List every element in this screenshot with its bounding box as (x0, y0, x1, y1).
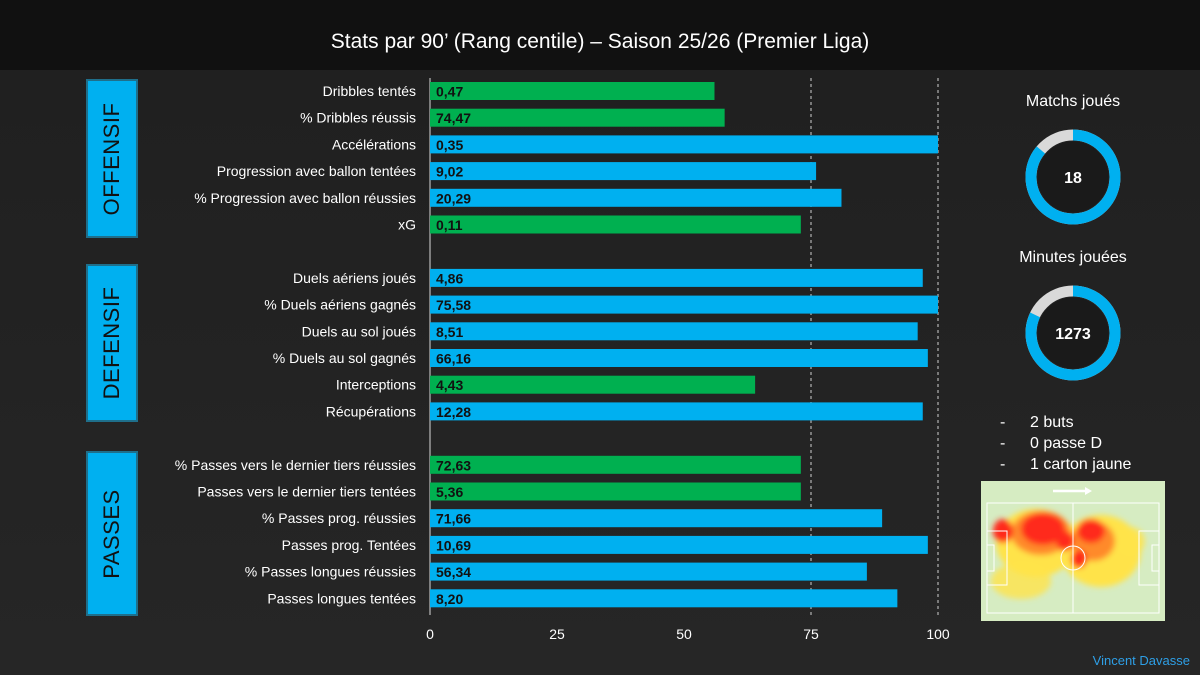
matches-donut: 18 (1025, 129, 1121, 225)
x-tick-label: 75 (803, 626, 819, 642)
category-label: % Dribbles réussis (300, 110, 416, 126)
bar (430, 509, 883, 528)
bar (430, 589, 898, 608)
data-label: 75,58 (436, 297, 471, 313)
bar (430, 162, 817, 181)
heatmap-pitch (981, 481, 1165, 621)
bar (430, 268, 923, 287)
minutes-title: Minutes jouées (1019, 249, 1127, 266)
data-label: 4,43 (436, 377, 463, 393)
category-label: Progression avec ballon tentées (217, 163, 416, 179)
category-label: % Duels au sol gagnés (273, 350, 416, 366)
donut-fill (1025, 285, 1121, 381)
data-label: 10,69 (436, 537, 471, 553)
x-tick-label: 50 (676, 626, 692, 642)
data-label: 8,20 (436, 591, 463, 607)
donut-center (1037, 141, 1109, 213)
data-label: 74,47 (436, 110, 471, 126)
heat-zones (991, 509, 1145, 599)
summary-item: - 2 buts (1000, 412, 1131, 433)
x-tick-label: 25 (549, 626, 565, 642)
section-offensif: OFFENSIF (86, 79, 138, 238)
category-label: Passes longues tentées (267, 590, 416, 606)
bar (430, 108, 725, 127)
section-passes: PASSES (86, 451, 138, 616)
bar (430, 482, 801, 501)
data-label: 4,86 (436, 270, 463, 286)
category-label: % Progression avec ballon réussies (194, 190, 416, 206)
donut-center (1037, 297, 1109, 369)
x-tick-label: 0 (426, 626, 434, 642)
arrow-right-icon (1053, 487, 1092, 495)
data-label: 9,02 (436, 164, 463, 180)
bar (430, 82, 715, 100)
summary-dash: - (1000, 414, 1006, 431)
bar (430, 402, 923, 421)
author-credit: Vincent Davasse (1092, 653, 1190, 668)
summary-list: - 2 buts - 0 passe D - 1 carton jaune (1000, 412, 1131, 475)
category-label: Dribbles tentés (323, 83, 416, 99)
data-label: 20,29 (436, 190, 471, 206)
bar (430, 188, 842, 207)
category-label: Accélérations (332, 136, 416, 152)
donut-value: 1273 (1055, 326, 1091, 343)
data-label: 8,51 (436, 324, 463, 340)
summary-dash: - (1000, 456, 1006, 473)
category-label: xG (398, 217, 416, 233)
summary-text: 1 carton jaune (1030, 456, 1132, 473)
bar (430, 349, 928, 367)
minutes-donut: 1273 (1025, 285, 1121, 381)
category-label: Interceptions (336, 377, 416, 393)
category-label: Récupérations (326, 403, 416, 419)
category-label: % Passes prog. réussies (262, 510, 416, 526)
x-tick-label: 100 (926, 626, 950, 642)
data-label: 0,47 (436, 84, 463, 100)
summary-item: - 0 passe D (1000, 433, 1131, 454)
donut-fill (1025, 129, 1121, 225)
summary-dash: - (1000, 435, 1006, 452)
data-label: 71,66 (436, 511, 471, 527)
category-label: Duels au sol joués (302, 323, 416, 339)
data-label: 5,36 (436, 484, 463, 500)
page-title: Stats par 90’ (Rang centile) – Saison 25… (330, 30, 870, 53)
data-label: 66,16 (436, 351, 471, 367)
bar (430, 562, 867, 581)
bar (430, 295, 938, 314)
summary-item: - 1 carton jaune (1000, 454, 1131, 475)
bar (430, 455, 801, 474)
category-label: % Passes vers le dernier tiers réussies (175, 457, 416, 473)
category-label: Passes vers le dernier tiers tentées (197, 484, 416, 500)
section-defensif: DEFENSIF (86, 264, 138, 422)
bar (430, 375, 756, 394)
category-label: % Passes longues réussies (245, 564, 416, 580)
data-label: 12,28 (436, 404, 471, 420)
bar (430, 322, 918, 341)
data-label: 56,34 (436, 564, 471, 580)
data-label: 0,35 (436, 137, 463, 153)
bar (430, 215, 801, 234)
category-label: % Duels aériens gagnés (264, 297, 416, 313)
category-label: Duels aériens joués (293, 270, 416, 286)
pitch-lines (986, 502, 1160, 614)
matches-title: Matchs joués (1025, 93, 1121, 110)
bar (430, 135, 938, 154)
summary-text: 0 passe D (1030, 435, 1103, 452)
donut-value: 18 (1064, 170, 1082, 187)
data-label: 72,63 (436, 457, 471, 473)
bar (430, 535, 928, 554)
summary-text: 2 buts (1030, 414, 1074, 431)
category-label: Passes prog. Tentées (282, 537, 416, 553)
data-label: 0,11 (436, 217, 463, 233)
